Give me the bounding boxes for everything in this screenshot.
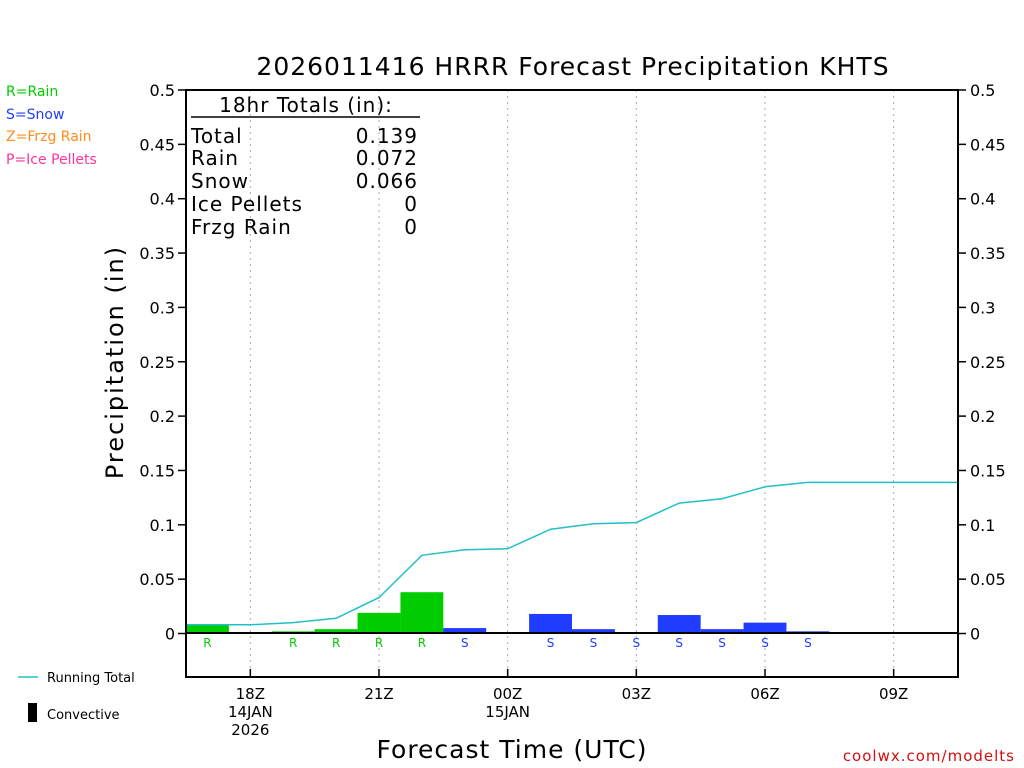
totals-total-label: Total	[190, 124, 243, 148]
y-axis-ticks: 0 00.05 0.050.1 0.10.15 0.150.2 0.20.25 0.250.…	[139, 81, 1005, 644]
convective-legend-swatch	[28, 703, 37, 722]
x-tick-label: 09Z	[879, 685, 908, 703]
y-tick-label-right: 0.1	[970, 516, 995, 535]
precip-bar	[314, 629, 358, 634]
totals-box: 18hr Totals (in): Total 0.139 Rain 0.072…	[190, 93, 420, 239]
y-tick-label-left: 0.15	[139, 461, 175, 480]
bar-type-label: S	[718, 636, 726, 650]
y-tick-label-right: 0.25	[970, 353, 1006, 372]
precip-bar	[657, 615, 701, 634]
legend-frzg-rain: Z=Frzg Rain	[6, 129, 92, 145]
x-tick-label: 15JAN	[485, 703, 530, 721]
bar-type-label: S	[633, 636, 641, 650]
y-tick-label-right: 0.45	[970, 135, 1006, 154]
y-tick-label-left: 0.4	[150, 190, 175, 209]
legend-snow: S=Snow	[6, 107, 64, 123]
bar-type-label: S	[675, 636, 683, 650]
y-tick-label-right: 0.3	[970, 298, 995, 317]
bar-type-label: R	[332, 636, 340, 650]
precip-bars	[186, 592, 830, 634]
totals-ice-pellets-label: Ice Pellets	[191, 192, 303, 216]
chart-title: 2026011416 HRRR Forecast Precipitation K…	[256, 52, 889, 81]
totals-total-value: 0.139	[356, 124, 418, 148]
y-tick-label-left: 0.1	[150, 516, 175, 535]
y-tick-label-right: 0.35	[970, 244, 1006, 263]
y-tick-label-left: 0.3	[150, 298, 175, 317]
totals-frzg-rain-value: 0	[404, 215, 418, 239]
y-tick-label-right: 0	[970, 625, 980, 644]
precip-bar	[186, 624, 229, 634]
line-legend: Running Total Convective	[18, 671, 135, 723]
x-tick-label: 06Z	[750, 685, 779, 703]
totals-heading: 18hr Totals (in):	[219, 93, 393, 117]
x-tick-label: 00Z	[493, 685, 522, 703]
bar-type-label: R	[289, 636, 297, 650]
bar-type-label: S	[461, 636, 469, 650]
x-axis-label: Forecast Time (UTC)	[377, 735, 648, 764]
y-tick-label-right: 0.15	[970, 461, 1006, 480]
y-tick-label-left: 0.05	[139, 570, 175, 589]
y-tick-label-right: 0.4	[970, 190, 995, 209]
y-tick-label-left: 0.25	[139, 353, 175, 372]
x-tick-label: 14JAN	[228, 703, 273, 721]
y-tick-label-left: 0.35	[139, 244, 175, 263]
y-tick-label-left: 0.5	[150, 81, 175, 100]
totals-rain-label: Rain	[191, 146, 239, 170]
precip-bar	[529, 613, 572, 634]
precip-bar	[700, 629, 744, 634]
precip-bar	[400, 592, 444, 634]
bar-type-label: S	[547, 636, 555, 650]
totals-frzg-rain-label: Frzg Rain	[191, 215, 292, 239]
bar-type-label: R	[203, 636, 211, 650]
totals-snow-label: Snow	[191, 169, 249, 193]
precip-bar	[357, 612, 401, 634]
y-tick-label-right: 0.05	[970, 570, 1006, 589]
bar-type-label: S	[590, 636, 598, 650]
y-tick-label-left: 0	[165, 625, 175, 644]
bar-type-label: R	[375, 636, 383, 650]
y-tick-label-right: 0.5	[970, 81, 995, 100]
x-tick-label: 03Z	[622, 685, 651, 703]
y-tick-label-right: 0.2	[970, 407, 995, 426]
x-tick-label: 21Z	[364, 685, 393, 703]
x-tick-label: 2026	[231, 721, 269, 739]
legend-ice-pellets: P=Ice Pellets	[6, 152, 97, 168]
bar-type-label: S	[804, 636, 812, 650]
precip-bar	[572, 629, 615, 634]
precip-bar	[443, 628, 487, 634]
running-total-line	[186, 481, 958, 626]
plot-frame	[185, 89, 959, 678]
y-tick-label-left: 0.2	[150, 407, 175, 426]
y-tick-label-left: 0.45	[139, 135, 175, 154]
y-axis-label: Precipitation (in)	[101, 245, 129, 479]
totals-ice-pellets-value: 0	[404, 192, 418, 216]
running-total-legend-label: Running Total	[47, 671, 135, 686]
vertical-gridlines	[249, 90, 895, 677]
source-credit: coolwx.com/modelts	[843, 747, 1015, 765]
precip-type-legend: R=Rain S=Snow Z=Frzg Rain P=Ice Pellets	[6, 84, 97, 168]
convective-legend-label: Convective	[47, 708, 120, 723]
totals-snow-value: 0.066	[356, 169, 418, 193]
totals-rain-value: 0.072	[356, 146, 418, 170]
bar-type-label: S	[761, 636, 769, 650]
legend-rain: R=Rain	[6, 84, 58, 100]
bar-type-label: R	[418, 636, 426, 650]
x-tick-label: 18Z	[236, 685, 265, 703]
precip-bar	[743, 622, 787, 634]
